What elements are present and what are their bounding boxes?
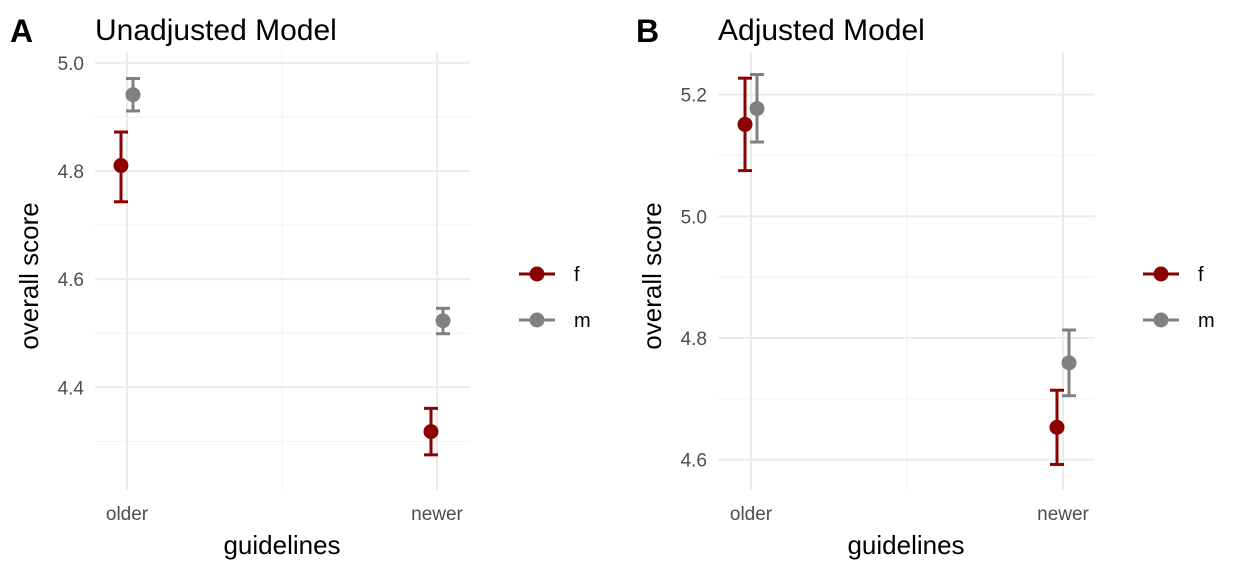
panel-a-y-tick-label: 5.0 [58, 54, 84, 75]
panel-b-legend-item-f: f [1143, 264, 1204, 286]
panel-b-y-tick-label: 4.8 [681, 329, 707, 350]
panel-b-point-m [749, 101, 765, 117]
panel-b-point-f [737, 116, 753, 132]
panel-a-legend-label: f [574, 264, 580, 286]
panel-a-grid [95, 52, 470, 490]
panel-b-y-tick-label: 5.2 [681, 86, 707, 107]
panel-a-tag: A [10, 13, 33, 49]
panel-b-legend-key-point [1153, 266, 1169, 282]
panel-b-legend-label: f [1198, 264, 1204, 286]
panel-b: B Adjusted Model guidelines overall scor… [636, 13, 1215, 560]
panel-a-y-tick-label: 4.4 [58, 378, 85, 399]
panel-a-legend-label: m [574, 310, 591, 332]
panel-a-y-axis-title: overall score [14, 202, 44, 349]
panel-b-y-tick-label: 4.6 [681, 451, 707, 472]
panel-b-title: Adjusted Model [718, 14, 925, 47]
panel-a-legend-key-point [529, 266, 545, 282]
panel-b-grid [718, 52, 1095, 490]
panel-b-tag: B [636, 13, 659, 49]
panel-a-point-f [113, 158, 129, 174]
panel-b-x-tick-label: newer [1037, 504, 1089, 525]
panel-b-legend-item-m: m [1143, 310, 1215, 332]
panel-b-y-tick-label: 5.0 [681, 207, 707, 228]
panel-a-legend-item-m: m [519, 310, 591, 332]
panel-a-point-m [435, 313, 451, 329]
panel-b-point-f [1049, 419, 1065, 435]
panel-b-x-tick-label: older [730, 504, 773, 525]
panel-a-point-m [125, 87, 141, 103]
panel-b-point-m [1061, 355, 1077, 371]
panel-b-x-axis-title: guidelines [847, 530, 964, 560]
panel-b-legend-label: m [1198, 310, 1215, 332]
panel-a-x-tick-label: newer [411, 504, 463, 525]
panel-a-y-tick-label: 4.8 [58, 162, 84, 183]
panel-a: A Unadjusted Model guidelines overall sc… [10, 13, 591, 560]
panel-b-y-axis-title: overall score [637, 202, 667, 349]
panel-a-legend-key-point [529, 312, 545, 328]
panel-b-legend-key-point [1153, 312, 1169, 328]
panel-a-title: Unadjusted Model [95, 14, 337, 47]
panel-a-legend-item-f: f [519, 264, 580, 286]
panel-a-point-f [423, 424, 439, 440]
panel-a-x-tick-label: older [106, 504, 149, 525]
panel-a-x-axis-title: guidelines [223, 530, 340, 560]
panel-a-y-tick-label: 4.6 [58, 270, 84, 291]
